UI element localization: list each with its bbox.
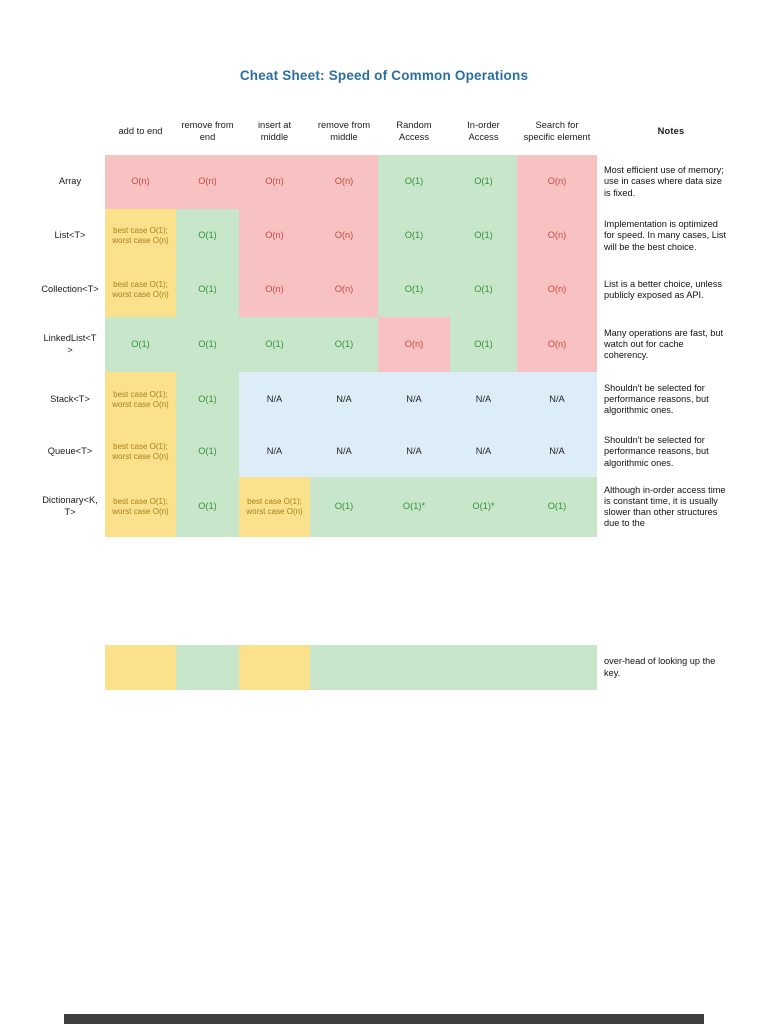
continuation-cell (310, 645, 597, 690)
table-cell: O(n) (517, 317, 597, 372)
table-cell: O(1) (176, 317, 239, 372)
row-label-dictionary: Dictionary<K,T> (42, 495, 98, 517)
table-cell: O(n) (517, 209, 597, 263)
operations-table: add to end remove from end insert at mid… (35, 108, 745, 537)
table-cell: N/A (310, 427, 378, 477)
corner-cell (35, 108, 105, 155)
table-cell: N/A (378, 427, 450, 477)
table-cell: best case O(1); worst case O(n) (105, 263, 176, 317)
notes-cell: Many operations are fast, but watch out … (604, 327, 723, 361)
table-cell: O(1) (378, 263, 450, 317)
table-cell: O(1) (176, 209, 239, 263)
row-label-array: Array (58, 176, 82, 187)
table-cell: O(1) (378, 155, 450, 209)
row-label-stack: Stack<T> (50, 393, 90, 404)
notes-cell: Shouldn't be selected for performance re… (604, 382, 709, 416)
table-cell: O(n) (378, 317, 450, 372)
table-cell: O(1)* (450, 477, 517, 537)
table-cell: best case O(1); worst case O(n) (105, 372, 176, 427)
column-header-random-access: Random Access (396, 119, 432, 142)
notes-cell: Most efficient use of memory; use in cas… (604, 165, 724, 198)
continuation-cell (239, 645, 310, 690)
notes-cell: Shouldn't be selected for performance re… (604, 435, 709, 468)
notes-cell: List is a better choice, unless publicly… (604, 278, 722, 300)
table-cell: best case O(1); worst case O(n) (239, 477, 310, 537)
notes-cell: Implementation is optimized for speed. I… (604, 219, 727, 252)
table-cell: O(1) (176, 477, 239, 537)
column-header-notes: Notes (657, 125, 685, 136)
table-cell: O(n) (105, 155, 176, 209)
column-header-add-to-end: add to end (118, 125, 163, 136)
table-cell: O(1) (450, 317, 517, 372)
continuation-cell (176, 645, 239, 690)
table-cell: best case O(1); worst case O(n) (105, 427, 176, 477)
table-cell: O(1) (310, 317, 378, 372)
row-label-queue: Queue<T> (47, 446, 93, 457)
table-cell: O(n) (239, 209, 310, 263)
row-label-linkedlist: LinkedList<T> (43, 332, 97, 355)
row-label-collection: Collection<T> (41, 284, 99, 295)
table-cell: O(1) (450, 155, 517, 209)
table-cell: O(1) (105, 317, 176, 372)
table-cell: O(n) (176, 155, 239, 209)
column-header-in-order-access: In-order Access (467, 119, 500, 142)
column-header-insert-at-middle: insert at middle (257, 119, 292, 142)
table-cell: O(n) (517, 263, 597, 317)
table-cell: N/A (450, 372, 517, 427)
notes-cell-continuation: over-head of looking up the key. (604, 656, 716, 678)
table-cell: O(n) (310, 155, 378, 209)
page-title: Cheat Sheet: Speed of Common Operations (239, 68, 529, 83)
table-cell: O(1) (310, 477, 378, 537)
table-cell: N/A (239, 372, 310, 427)
table-cell: O(n) (239, 263, 310, 317)
table-cell: best case O(1); worst case O(n) (105, 477, 176, 537)
table-cell: O(n) (310, 209, 378, 263)
table-cell: O(1) (176, 263, 239, 317)
row-label-list: List<T> (54, 230, 86, 241)
column-header-remove-from-middle: remove from middle (317, 119, 371, 142)
table-cell: O(1) (517, 477, 597, 537)
table-cell: O(1) (176, 372, 239, 427)
table-cell: O(1) (239, 317, 310, 372)
table-cell: O(n) (310, 263, 378, 317)
table-cell: N/A (310, 372, 378, 427)
table-cell: N/A (450, 427, 517, 477)
column-header-remove-from-end: remove from end (181, 119, 234, 142)
column-header-search: Search for specific element (523, 119, 591, 142)
continuation-label-empty (35, 645, 105, 690)
table-cell: O(n) (239, 155, 310, 209)
table-cell: N/A (239, 427, 310, 477)
table-cell: N/A (517, 372, 597, 427)
table-cell: O(1)* (378, 477, 450, 537)
table-cell: best case O(1); worst case O(n) (105, 209, 176, 263)
table-cell: O(n) (517, 155, 597, 209)
table-cell: N/A (378, 372, 450, 427)
continuation-cell (105, 645, 176, 690)
page-bottom-separator (64, 1014, 704, 1024)
table-cell: O(1) (450, 209, 517, 263)
table-cell: N/A (517, 427, 597, 477)
table-cell: O(1) (450, 263, 517, 317)
notes-cell: Although in-order access time is constan… (604, 484, 726, 529)
table-cell: O(1) (176, 427, 239, 477)
table-continuation: over-head of looking up the key. (35, 645, 745, 690)
table-cell: O(1) (378, 209, 450, 263)
